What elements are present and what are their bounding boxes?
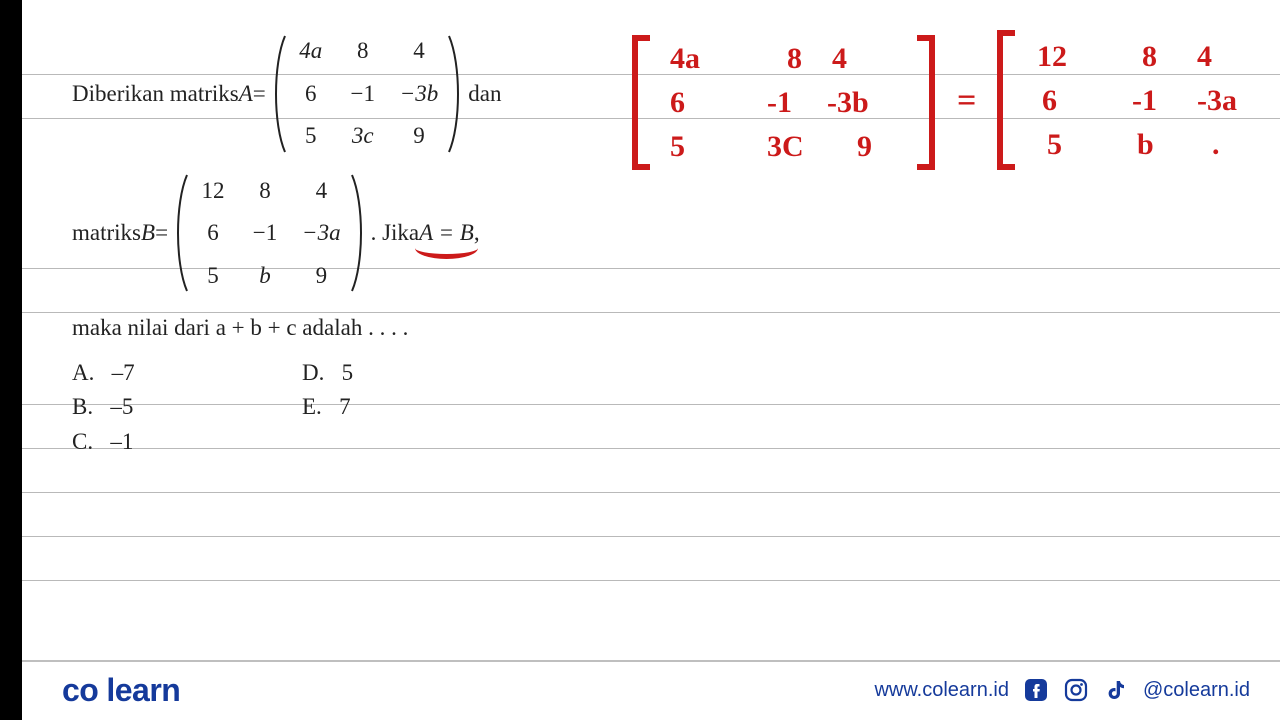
- option-A[interactable]: A. –7: [72, 356, 302, 391]
- hand-bracket-left-close: [917, 35, 935, 170]
- mB-12: −3a: [302, 216, 341, 251]
- mA-01: 8: [348, 34, 378, 69]
- mB-00: 12: [198, 174, 228, 209]
- option-D[interactable]: D. 5: [302, 356, 532, 391]
- option-E[interactable]: E. 7: [302, 390, 532, 425]
- mA-10: 6: [296, 77, 326, 112]
- mA-20: 5: [296, 119, 326, 154]
- option-D-value: 5: [342, 360, 354, 385]
- hand-L11: -1: [767, 86, 792, 120]
- footer-handle[interactable]: @colearn.id: [1143, 679, 1250, 702]
- hand-L22: 9: [857, 130, 872, 164]
- mA-12: −3b: [400, 77, 439, 112]
- hand-equals: =: [957, 82, 976, 120]
- label-A: A: [239, 77, 253, 112]
- hand-L02: 4: [832, 42, 847, 76]
- hand-bracket-right-open: [997, 30, 1015, 170]
- footer-divider: [22, 660, 1280, 662]
- mB-21: b: [250, 259, 280, 294]
- page-content: Diberikan matriks A = 4a 8 4 6 −1 −3b 5 …: [22, 0, 1280, 720]
- text-AeqB: A = B: [419, 216, 474, 251]
- tiktok-icon[interactable]: [1103, 677, 1129, 703]
- rule-line: [22, 536, 1280, 537]
- hand-R12: -3a: [1197, 84, 1237, 118]
- hand-L20: 5: [670, 130, 685, 164]
- rule-line: [22, 492, 1280, 493]
- paren-right-icon: [446, 30, 464, 158]
- mB-02: 4: [302, 174, 341, 209]
- hand-bracket-left: [632, 35, 650, 170]
- hand-R10: 6: [1042, 84, 1057, 118]
- logo-learn: learn: [106, 672, 180, 708]
- mB-01: 8: [250, 174, 280, 209]
- mA-21: 3c: [348, 119, 378, 154]
- text-eq: =: [253, 77, 266, 112]
- paren-right-icon: [349, 170, 367, 298]
- answer-options: A. –7 D. 5 B. –5 E. 7 C. –1: [72, 356, 612, 460]
- paren-left-icon: [172, 170, 190, 298]
- video-black-bar: [0, 0, 22, 720]
- option-E-value: 7: [339, 394, 351, 419]
- mB-10: 6: [198, 216, 228, 251]
- mA-22: 9: [400, 119, 439, 154]
- text-jika-prefix: . Jika: [371, 216, 420, 251]
- text-diberikan: Diberikan matriks: [72, 77, 239, 112]
- option-C[interactable]: C. –1: [72, 425, 302, 460]
- hand-L21: 3C: [767, 130, 804, 164]
- mB-22: 9: [302, 259, 341, 294]
- text-matriks: matriks: [72, 216, 141, 251]
- option-C-value: –1: [110, 429, 133, 454]
- mA-00: 4a: [296, 34, 326, 69]
- paren-left-icon: [270, 30, 288, 158]
- hand-R01: 8: [1142, 40, 1157, 74]
- option-A-value: –7: [112, 360, 135, 385]
- logo-co: co: [62, 672, 98, 708]
- rule-line: [22, 580, 1280, 581]
- text-dan: dan: [468, 77, 501, 112]
- mB-20: 5: [198, 259, 228, 294]
- facebook-icon[interactable]: [1023, 677, 1049, 703]
- instagram-icon[interactable]: [1063, 677, 1089, 703]
- option-B-value: –5: [110, 394, 133, 419]
- option-B[interactable]: B. –5: [72, 390, 302, 425]
- text-comma: ,: [474, 216, 480, 251]
- hand-R00: 12: [1037, 40, 1067, 74]
- matrix-B: 12 8 4 6 −1 −3a 5 b 9: [172, 170, 367, 298]
- footer: colearn www.colearn.id @colearn.id: [22, 660, 1280, 720]
- hand-R22: .: [1212, 128, 1220, 162]
- question-block: Diberikan matriks A = 4a 8 4 6 −1 −3b 5 …: [72, 30, 612, 459]
- mB-11: −1: [250, 216, 280, 251]
- hand-L00: 4a: [670, 42, 700, 76]
- hand-R11: -1: [1132, 84, 1157, 118]
- hand-L12: -3b: [827, 86, 869, 120]
- text-eq2: =: [155, 216, 168, 251]
- hand-L01: 8: [787, 42, 802, 76]
- hand-R21: b: [1137, 128, 1154, 162]
- matrix-A: 4a 8 4 6 −1 −3b 5 3c 9: [270, 30, 465, 158]
- footer-url[interactable]: www.colearn.id: [874, 679, 1009, 702]
- colearn-logo: colearn: [62, 672, 180, 709]
- text-maka: maka nilai dari a + b + c adalah . . . .: [72, 311, 612, 346]
- hand-R02: 4: [1197, 40, 1212, 74]
- mA-11: −1: [348, 77, 378, 112]
- mA-02: 4: [400, 34, 439, 69]
- hand-L10: 6: [670, 86, 685, 120]
- hand-R20: 5: [1047, 128, 1062, 162]
- label-B: B: [141, 216, 155, 251]
